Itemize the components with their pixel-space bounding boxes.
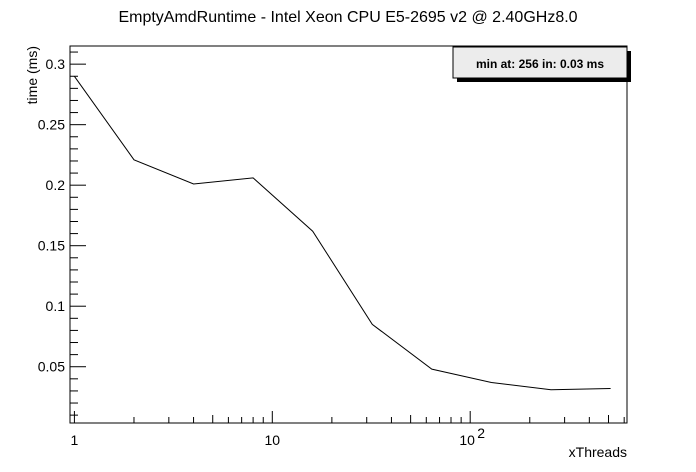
chart-title: EmptyAmdRuntime - Intel Xeon CPU E5-2695… [118,9,577,26]
series-line [73,76,611,391]
x-tick-label: 10 [459,432,475,448]
x-axis-tick-labels: 1 10 10 2 [71,425,486,448]
legend-panel [452,46,628,79]
y-tick-label: 0.15 [38,238,65,254]
legend-text: min at: 256 in: 0.03 ms [476,57,604,71]
y-tick-label: 0.2 [46,177,66,193]
y-tick-label: 0.3 [46,56,66,72]
y-tick-label: 0.05 [38,359,65,375]
y-axis-label: time (ms) [24,46,40,104]
x-axis-label: xThreads [569,444,627,460]
series-group [73,76,611,391]
plot-frame [69,45,628,424]
y-axis-ticks [70,51,86,416]
y-axis-tick-labels: 0.05 0.1 0.15 0.2 0.25 0.3 [38,56,65,375]
x-tick-exponent: 2 [477,425,485,441]
x-tick-label: 10 [265,432,281,448]
y-tick-label: 0.1 [46,298,66,314]
legend-box: min at: 256 in: 0.03 ms [452,46,631,82]
x-axis-ticks [73,411,625,423]
y-tick-label: 0.25 [38,117,65,133]
x-tick-label: 1 [71,432,79,448]
